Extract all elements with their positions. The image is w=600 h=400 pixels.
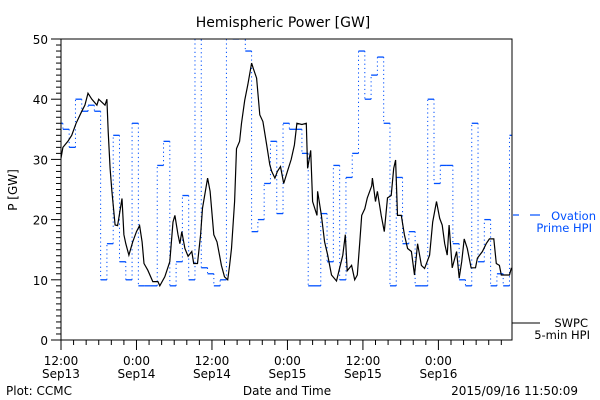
series-swpc-5min-hpi xyxy=(61,62,512,288)
x-tick-label-time: 0:00 xyxy=(274,354,301,368)
y-tick-label: 50 xyxy=(33,33,48,47)
x-tick-label-time: 0:00 xyxy=(425,354,452,368)
x-tick-label-date: Sep14 xyxy=(118,367,156,381)
x-tick-label-time: 12:00 xyxy=(44,354,79,368)
legend-item-ovation: Ovation Prime HPI xyxy=(513,209,596,235)
footer-plot-credit: Plot: CCMC xyxy=(6,384,72,398)
x-tick-label-date: Sep15 xyxy=(344,367,382,381)
series-layer xyxy=(61,39,512,288)
plot-frame xyxy=(60,38,513,341)
legend-label-swpc-2: 5-min HPI xyxy=(534,328,590,342)
x-tick-label-time: 0:00 xyxy=(123,354,150,368)
legend-label-ovation-1: Ovation xyxy=(551,209,596,223)
x-tick-label-time: 12:00 xyxy=(346,354,381,368)
x-tick-label-date: Sep14 xyxy=(193,367,231,381)
legend: Ovation Prime HPI SWPC 5-min HPI xyxy=(512,209,596,342)
legend-label-swpc-1: SWPC xyxy=(554,316,588,330)
legend-item-swpc: SWPC 5-min HPI xyxy=(512,316,590,342)
footer-timestamp: 2015/09/16 11:50:09 xyxy=(451,384,578,398)
legend-label-ovation-2: Prime HPI xyxy=(536,221,592,235)
y-tick-label: 40 xyxy=(33,93,48,107)
chart-title: Hemispheric Power [GW] xyxy=(196,15,371,31)
x-tick-label-date: Sep15 xyxy=(268,367,306,381)
x-tick-label-date: Sep16 xyxy=(419,367,457,381)
y-axis-label: P [GW] xyxy=(6,169,20,211)
x-tick-label-date: Sep13 xyxy=(42,367,80,381)
series-ovation-prime-hpi xyxy=(61,39,512,287)
y-tick-label: 0 xyxy=(40,334,48,348)
y-tick-label: 20 xyxy=(33,214,48,228)
axis-layer: 0102030405012:00Sep130:00Sep1412:00Sep14… xyxy=(33,33,502,381)
x-axis-label: Date and Time xyxy=(243,384,331,398)
x-tick-label-time: 12:00 xyxy=(195,354,230,368)
y-tick-label: 10 xyxy=(33,274,48,288)
y-tick-label: 30 xyxy=(33,153,48,167)
